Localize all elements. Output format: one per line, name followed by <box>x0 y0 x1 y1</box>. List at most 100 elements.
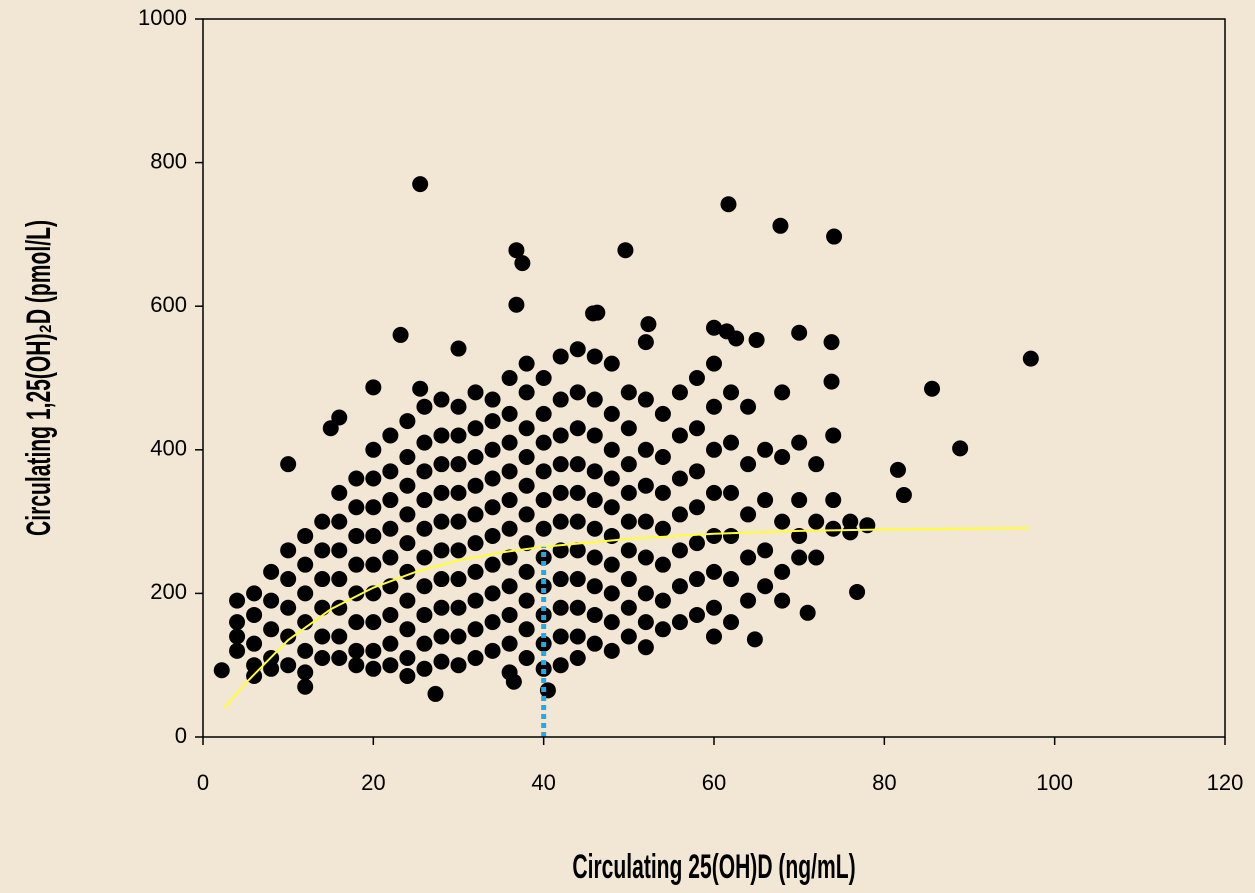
scatter-point <box>586 348 603 365</box>
scatter-point <box>246 585 263 602</box>
scatter-point <box>637 614 654 631</box>
scatter-point <box>654 621 671 638</box>
scatter-point <box>603 614 620 631</box>
scatter-point <box>637 639 654 656</box>
scatter-point <box>535 370 552 386</box>
y-tick-label: 600 <box>150 292 187 317</box>
scatter-point <box>825 492 842 509</box>
scatter-point <box>535 463 552 480</box>
scatter-point <box>331 542 348 559</box>
scatter-point <box>331 484 348 501</box>
scatter-point <box>757 492 774 509</box>
scatter-point <box>620 384 637 401</box>
y-tick-label: 0 <box>175 723 187 748</box>
scatter-point <box>671 614 688 631</box>
scatter-point <box>518 448 535 465</box>
scatter-point <box>331 409 348 426</box>
scatter-point <box>229 614 246 631</box>
scatter-point <box>365 379 382 396</box>
scatter-point <box>552 571 569 588</box>
scatter-point <box>433 391 450 408</box>
y-axis-title: Circulating 1,25(OH)₂D (pmol/L) <box>19 220 57 536</box>
scatter-point <box>671 427 688 444</box>
scatter-point <box>508 242 525 259</box>
scatter-point <box>706 599 722 616</box>
scatter-point <box>399 650 416 667</box>
scatter-point <box>450 599 467 616</box>
scatter-point <box>620 571 637 588</box>
scatter-point <box>791 492 808 509</box>
scatter-point <box>688 571 705 588</box>
scatter-point <box>552 484 569 501</box>
scatter-point <box>774 592 791 609</box>
scatter-point <box>654 556 671 573</box>
scatter-point <box>586 492 603 509</box>
scatter-point <box>348 527 365 544</box>
scatter-point <box>501 370 518 386</box>
scatter-point <box>706 484 722 501</box>
scatter-point <box>706 527 722 544</box>
scatter-point <box>569 384 586 401</box>
scatter-point <box>501 492 518 509</box>
scatter-point <box>433 456 450 473</box>
scatter-point <box>348 470 365 487</box>
scatter-point <box>603 556 620 573</box>
scatter-point <box>826 228 843 245</box>
scatter-point <box>842 524 859 541</box>
scatter-point <box>654 405 671 422</box>
scatter-point <box>501 578 518 595</box>
scatter-point <box>514 255 531 272</box>
scatter-point <box>280 599 297 616</box>
scatter-point <box>620 542 637 559</box>
scatter-point <box>501 664 518 681</box>
scatter-point <box>654 520 671 537</box>
scatter-point <box>280 542 297 559</box>
scatter-point <box>603 441 620 458</box>
fit-curve <box>223 527 1030 709</box>
scatter-point <box>569 542 586 559</box>
scatter-point <box>849 583 866 600</box>
scatter-point <box>924 380 941 397</box>
scatter-point <box>297 664 314 681</box>
scatter-point <box>467 563 484 580</box>
x-tick-label: 100 <box>1036 770 1073 795</box>
scatter-point <box>501 520 518 537</box>
scatter-point <box>552 628 569 645</box>
scatter-point <box>569 420 586 437</box>
scatter-point <box>637 513 654 530</box>
scatter-point <box>484 585 501 602</box>
scatter-point <box>382 463 399 480</box>
scatter-point <box>723 384 740 401</box>
scatter-point <box>723 614 740 631</box>
scatter-point <box>757 542 774 559</box>
scatter-point <box>723 527 740 544</box>
scatter-point <box>433 427 450 444</box>
scatter-point <box>569 456 586 473</box>
scatter-point <box>450 657 467 674</box>
scatter-point <box>569 341 586 358</box>
scatter-point <box>569 484 586 501</box>
scatter-point <box>620 420 637 437</box>
scatter-point <box>501 434 518 451</box>
scatter-point <box>433 571 450 588</box>
x-tick-label: 20 <box>361 770 385 795</box>
scatter-point <box>229 642 246 659</box>
scatter-point <box>450 456 467 473</box>
scatter-point <box>450 542 467 559</box>
scatter-point <box>518 621 535 638</box>
scatter-point <box>416 463 433 480</box>
scatter-point <box>280 571 297 588</box>
scatter-point <box>416 660 433 677</box>
scatter-point <box>382 520 399 537</box>
scatter-point <box>774 563 791 580</box>
scatter-point <box>365 556 382 573</box>
scatter-point <box>399 621 416 638</box>
scatter-point <box>620 599 637 616</box>
scatter-point <box>688 420 705 437</box>
scatter-point <box>518 355 535 372</box>
scatter-point <box>620 513 637 530</box>
scatter-point <box>589 304 606 321</box>
scatter-point <box>654 484 671 501</box>
scatter-point <box>416 398 433 415</box>
scatter-point <box>688 606 705 623</box>
